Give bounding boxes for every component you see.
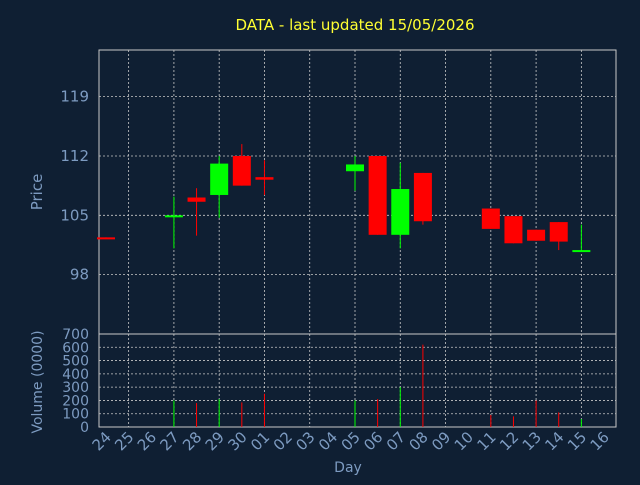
volume-tick-label: 600: [62, 340, 89, 356]
volume-plot-frame: [98, 333, 617, 428]
candle-body: [572, 250, 591, 253]
volume-tick-label: 100: [62, 407, 89, 423]
price-tick-label: 119: [60, 88, 89, 106]
price-tick-label: 112: [60, 147, 89, 165]
candle-body: [391, 189, 410, 235]
volume-tick-label: 200: [62, 393, 89, 409]
candle-body: [255, 177, 274, 180]
volume-tick-label: 0: [80, 420, 89, 436]
price-panel: 98 105 112 119: [60, 49, 617, 335]
candle-body: [164, 215, 183, 218]
candle-body: [504, 216, 523, 244]
candle-body: [210, 163, 229, 195]
candle-body: [368, 155, 387, 235]
price-plot-frame: [98, 49, 617, 335]
candle-body: [97, 237, 115, 240]
volume-tick-label: 400: [62, 367, 89, 383]
candle-body: [549, 222, 568, 242]
candle-body: [527, 229, 546, 241]
x-tick-labels: 2425262728293001020304050607080910111213…: [89, 428, 613, 454]
volume-tick-label: 700: [62, 327, 89, 343]
volume-tick-label: 300: [62, 380, 89, 396]
x-tick-label: 16: [587, 428, 613, 454]
volume-axis-label: Volume (0000): [30, 330, 46, 433]
chart-title: DATA - last updated 15/05/2026: [235, 16, 474, 34]
price-tick-label: 105: [60, 206, 89, 224]
candle-body: [346, 164, 364, 172]
candle-body: [481, 208, 500, 229]
price-tick-label: 98: [70, 266, 89, 284]
x-axis-label: Day: [334, 460, 362, 476]
candle-body: [413, 172, 432, 222]
candle-body: [232, 155, 251, 186]
price-axis-label: Price: [28, 174, 46, 211]
volume-tick-label: 500: [62, 354, 89, 370]
candle-body: [187, 197, 206, 202]
